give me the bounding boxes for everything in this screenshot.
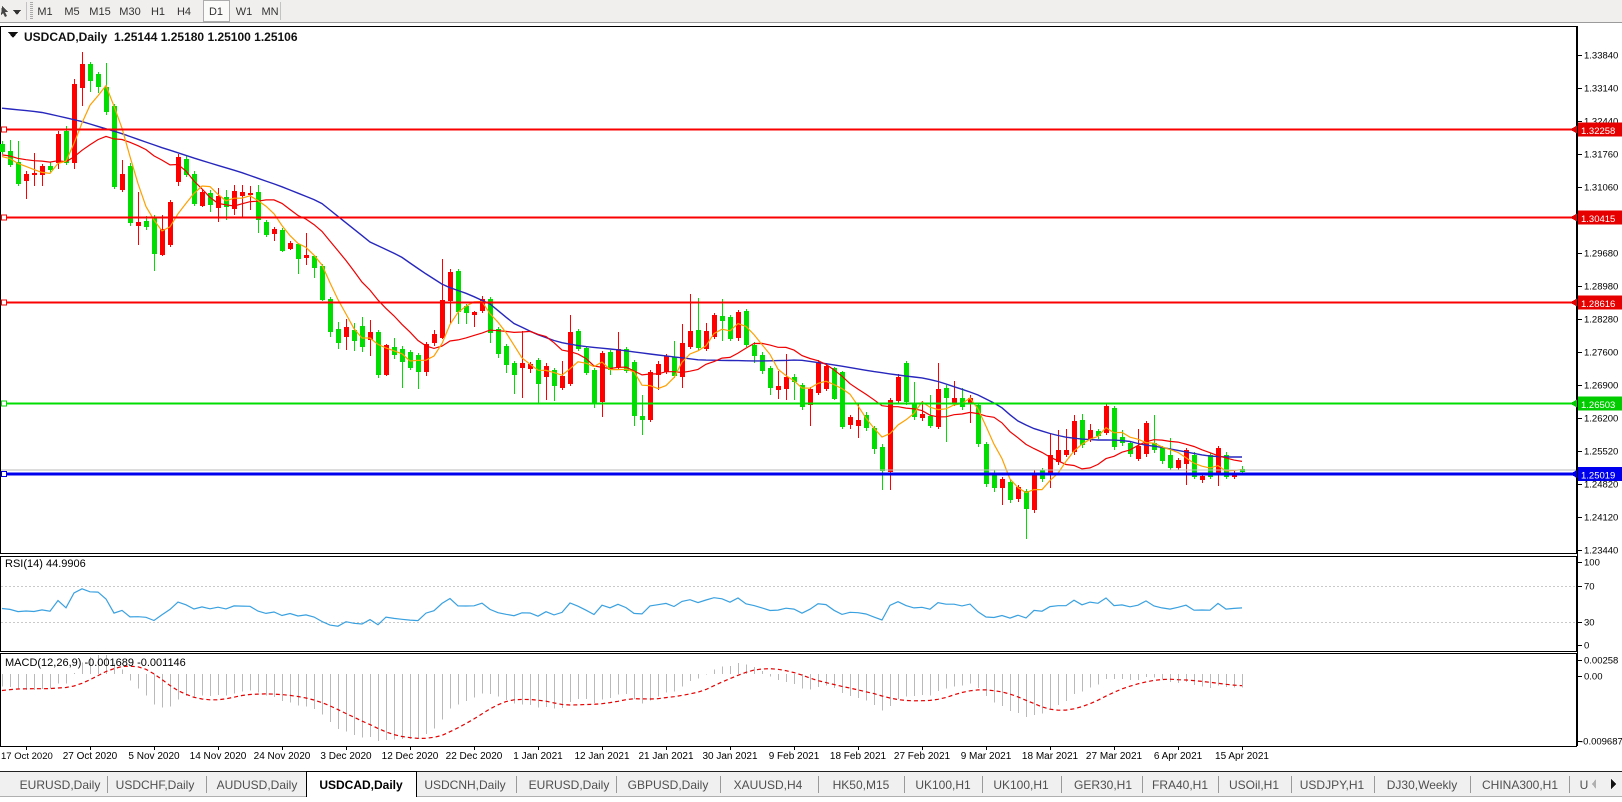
svg-text:1.25520: 1.25520 xyxy=(1584,447,1618,458)
svg-text:70: 70 xyxy=(1584,582,1595,593)
svg-text:FRA40,H1: FRA40,H1 xyxy=(1152,778,1208,792)
svg-text:GBPUSD,Daily: GBPUSD,Daily xyxy=(628,778,709,792)
svg-text:14 Nov 2020: 14 Nov 2020 xyxy=(190,751,247,762)
svg-text:17 Oct 2020: 17 Oct 2020 xyxy=(1,751,53,762)
svg-text:MN: MN xyxy=(261,6,278,18)
svg-text:1 Jan 2021: 1 Jan 2021 xyxy=(513,751,563,762)
svg-text:USOil,H1: USOil,H1 xyxy=(1229,778,1279,792)
svg-text:30: 30 xyxy=(1584,618,1595,629)
svg-text:1.26503: 1.26503 xyxy=(1581,400,1615,411)
svg-text:UK100,H1: UK100,H1 xyxy=(993,778,1049,792)
svg-text:1.26900: 1.26900 xyxy=(1584,381,1618,392)
svg-text:XAUUSD,H4: XAUUSD,H4 xyxy=(734,778,803,792)
svg-text:27 Mar 2021: 27 Mar 2021 xyxy=(1086,751,1143,762)
svg-text:1.28616: 1.28616 xyxy=(1581,299,1615,310)
svg-text:UK100,H1: UK100,H1 xyxy=(915,778,971,792)
svg-text:D1: D1 xyxy=(209,6,223,18)
svg-text:M15: M15 xyxy=(89,6,110,18)
svg-text:1.28280: 1.28280 xyxy=(1584,315,1618,326)
svg-text:9 Mar 2021: 9 Mar 2021 xyxy=(961,751,1012,762)
svg-text:1.29680: 1.29680 xyxy=(1584,249,1618,260)
svg-text:6 Apr 2021: 6 Apr 2021 xyxy=(1154,751,1203,762)
svg-text:12 Jan 2021: 12 Jan 2021 xyxy=(574,751,629,762)
svg-text:0.00258: 0.00258 xyxy=(1584,656,1618,667)
svg-text:15 Apr 2021: 15 Apr 2021 xyxy=(1215,751,1269,762)
svg-text:CHINA300,H1: CHINA300,H1 xyxy=(1482,778,1558,792)
svg-text:HK50,M15: HK50,M15 xyxy=(833,778,890,792)
svg-text:1.33140: 1.33140 xyxy=(1584,84,1618,95)
svg-text:GER30,H1: GER30,H1 xyxy=(1074,778,1132,792)
svg-text:1.27600: 1.27600 xyxy=(1584,348,1618,359)
svg-text:USDJPY,H1: USDJPY,H1 xyxy=(1300,778,1365,792)
svg-text:1.32440: 1.32440 xyxy=(1584,117,1618,128)
svg-text:1.32258: 1.32258 xyxy=(1581,126,1615,137)
svg-text:21 Jan 2021: 21 Jan 2021 xyxy=(638,751,693,762)
svg-text:30 Jan 2021: 30 Jan 2021 xyxy=(702,751,757,762)
svg-text:M5: M5 xyxy=(64,6,79,18)
svg-text:AUDUSD,Daily: AUDUSD,Daily xyxy=(217,778,298,792)
svg-text:0: 0 xyxy=(1584,641,1589,652)
svg-text:9 Feb 2021: 9 Feb 2021 xyxy=(769,751,820,762)
svg-text:USDCHF,Daily: USDCHF,Daily xyxy=(116,778,195,792)
svg-text:18 Feb 2021: 18 Feb 2021 xyxy=(830,751,887,762)
svg-text:USDCAD,Daily: USDCAD,Daily xyxy=(319,778,403,792)
svg-text:EURUSD,Daily: EURUSD,Daily xyxy=(529,778,610,792)
svg-text:U: U xyxy=(1580,778,1589,792)
svg-text:3 Dec 2020: 3 Dec 2020 xyxy=(320,751,372,762)
svg-text:H4: H4 xyxy=(177,6,191,18)
svg-text:100: 100 xyxy=(1584,558,1600,569)
svg-text:MACD(12,26,9) -0.001689 -0.001: MACD(12,26,9) -0.001689 -0.001146 xyxy=(5,657,186,669)
svg-text:1.24120: 1.24120 xyxy=(1584,513,1618,524)
svg-text:27 Oct 2020: 27 Oct 2020 xyxy=(63,751,118,762)
svg-text:M1: M1 xyxy=(37,6,52,18)
svg-text:1.28980: 1.28980 xyxy=(1584,282,1618,293)
svg-text:1.25019: 1.25019 xyxy=(1581,471,1615,482)
svg-text:18 Mar 2021: 18 Mar 2021 xyxy=(1022,751,1079,762)
svg-text:EURUSD,Daily: EURUSD,Daily xyxy=(20,778,101,792)
svg-text:M30: M30 xyxy=(119,6,140,18)
svg-text:0.00: 0.00 xyxy=(1584,672,1603,683)
svg-text:-0.009687: -0.009687 xyxy=(1580,737,1622,748)
svg-text:H1: H1 xyxy=(151,6,165,18)
svg-text:1.31060: 1.31060 xyxy=(1584,183,1618,194)
svg-text:5 Nov 2020: 5 Nov 2020 xyxy=(128,751,180,762)
svg-text:RSI(14) 44.9906: RSI(14) 44.9906 xyxy=(5,558,86,570)
svg-text:27 Feb 2021: 27 Feb 2021 xyxy=(894,751,951,762)
svg-text:24 Nov 2020: 24 Nov 2020 xyxy=(254,751,311,762)
svg-text:DJ30,Weekly: DJ30,Weekly xyxy=(1387,778,1457,792)
svg-text:1.31760: 1.31760 xyxy=(1584,150,1618,161)
svg-text:1.24820: 1.24820 xyxy=(1584,480,1618,491)
svg-text:22 Dec 2020: 22 Dec 2020 xyxy=(446,751,503,762)
svg-text:1.33840: 1.33840 xyxy=(1584,51,1618,62)
svg-text:W1: W1 xyxy=(236,6,253,18)
svg-text:1.30415: 1.30415 xyxy=(1581,214,1615,225)
svg-text:1.26200: 1.26200 xyxy=(1584,414,1618,425)
svg-text:USDCNH,Daily: USDCNH,Daily xyxy=(424,778,505,792)
svg-text:12 Dec 2020: 12 Dec 2020 xyxy=(382,751,439,762)
svg-text:1.23440: 1.23440 xyxy=(1584,546,1618,557)
svg-text:USDCAD,Daily 1.25144 1.25180: USDCAD,Daily 1.25144 1.25180 1.25100 1.2… xyxy=(24,30,298,44)
